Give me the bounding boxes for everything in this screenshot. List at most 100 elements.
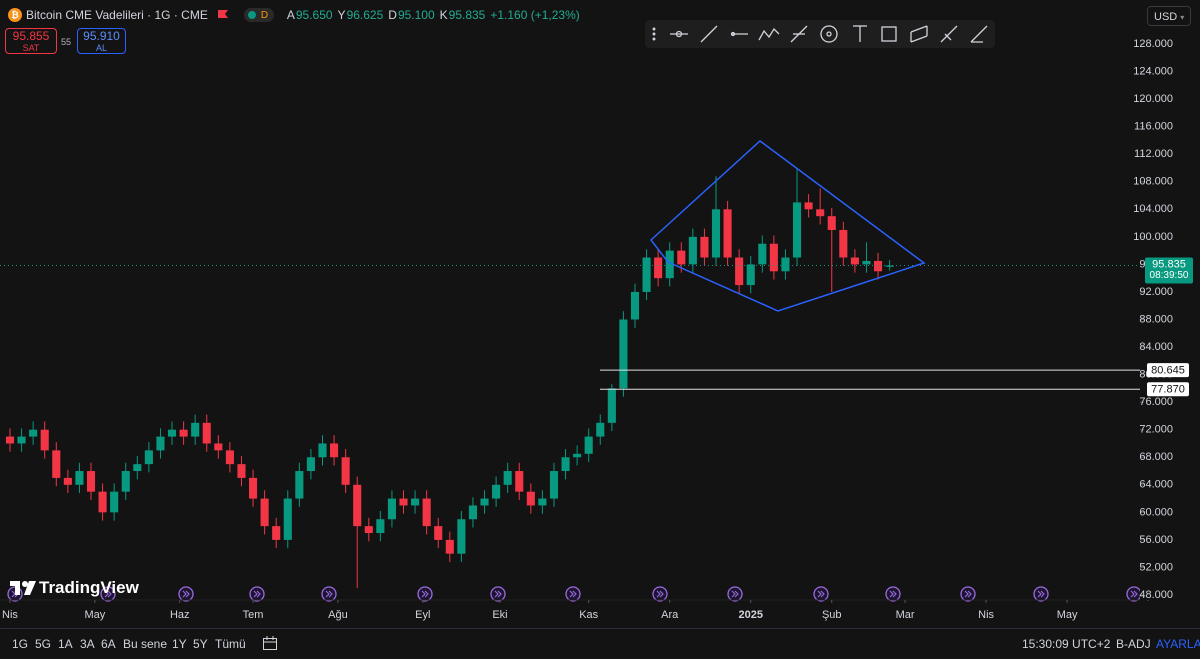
- event-arrow: [104, 590, 112, 598]
- candle-body: [873, 260, 883, 272]
- event-arrow: [1130, 590, 1138, 598]
- candle-body: [492, 484, 501, 499]
- candle-body: [29, 429, 38, 437]
- y-tick-label: 128.000: [1133, 38, 1173, 50]
- range-button[interactable]: Bu sene: [123, 637, 168, 651]
- candle-body: [248, 477, 258, 499]
- buy-button[interactable]: 95.910 AL: [77, 28, 126, 54]
- candle-body: [723, 209, 732, 258]
- brand-logo[interactable]: TradingView: [10, 578, 139, 598]
- candle-body: [468, 505, 478, 520]
- candle-body: [225, 450, 234, 465]
- candle-body: [850, 257, 859, 265]
- range-button[interactable]: 1G: [12, 637, 29, 651]
- candle-body: [607, 388, 616, 423]
- flag-icon[interactable]: [216, 9, 230, 21]
- y-tick-label: 100.000: [1133, 231, 1173, 243]
- event-arrow: [889, 590, 897, 598]
- candle-body: [885, 265, 894, 267]
- candle-body: [677, 250, 686, 265]
- settings-button[interactable]: AYARLA: [1156, 637, 1200, 651]
- candle-body: [306, 457, 315, 472]
- toolbar-icons: [652, 25, 988, 43]
- y-tick-label: 60.000: [1139, 506, 1173, 518]
- clock[interactable]: 15:30:09 UTC+2: [1022, 637, 1111, 651]
- price-line-tag: [1147, 363, 1189, 378]
- candle-body: [110, 491, 119, 513]
- symbol-title[interactable]: Bitcoin CME Vadelileri · 1G · CME: [26, 8, 208, 22]
- tool-channel[interactable]: [910, 25, 928, 43]
- tool-eraser[interactable]: [970, 25, 988, 43]
- range-button[interactable]: 3A: [80, 637, 95, 651]
- currency-label: USD: [1154, 11, 1178, 23]
- ohlc-key: K: [439, 8, 448, 22]
- sell-price: 95.855: [12, 29, 50, 43]
- ohlc-key: A: [286, 8, 295, 22]
- x-tick-label: May: [84, 609, 105, 621]
- tool-circle[interactable]: [820, 25, 838, 43]
- candle-body: [376, 519, 385, 534]
- currency-select[interactable]: USD ▾: [1147, 6, 1191, 26]
- sell-button[interactable]: 95.855 SAT: [5, 28, 57, 54]
- tool-rect[interactable]: [881, 26, 897, 42]
- candle-body: [792, 202, 802, 258]
- candle-body: [688, 236, 697, 265]
- ohlc-value: 95.100: [397, 8, 435, 22]
- event-arrow: [494, 590, 502, 598]
- y-tick-label: 104.000: [1133, 203, 1173, 215]
- range-button[interactable]: 5G: [35, 637, 52, 651]
- btc-icon: ₿: [8, 8, 22, 22]
- candle-body: [665, 250, 674, 279]
- tool-fib[interactable]: [790, 25, 808, 43]
- adjust-toggle[interactable]: B-ADJ: [1116, 637, 1151, 651]
- axes: 48.000 52.000 56.000 60.000 64.000 68.000 72.0…: [2, 38, 1200, 628]
- candle-body: [839, 229, 848, 258]
- range-button[interactable]: 6A: [101, 637, 116, 651]
- tool-path[interactable]: [758, 27, 780, 41]
- price-line-label: 77.870: [1151, 384, 1185, 396]
- candle-body: [40, 429, 49, 451]
- countdown-label: 08:39:50: [1150, 270, 1189, 281]
- y-tick-label: 88.000: [1139, 313, 1173, 325]
- range-button[interactable]: 1A: [58, 637, 73, 651]
- ohlc-key: D: [388, 8, 397, 22]
- y-tick-label: 68.000: [1139, 451, 1173, 463]
- tool-trendline[interactable]: [700, 25, 718, 43]
- x-tick-label: Haz: [170, 609, 190, 621]
- price-axis-corner: [1140, 601, 1200, 628]
- range-button[interactable]: 1Y: [172, 637, 187, 651]
- tool-brush[interactable]: [940, 25, 958, 43]
- candle-body: [5, 436, 15, 444]
- tool-hline[interactable]: [730, 31, 748, 37]
- range-button[interactable]: 5Y: [193, 637, 208, 651]
- candle-body: [769, 243, 778, 272]
- x-tick-label: Ara: [661, 609, 679, 621]
- candle-body: [700, 236, 709, 258]
- event-arrow: [253, 590, 261, 598]
- candle-body: [573, 453, 582, 458]
- sell-label: SAT: [22, 43, 40, 53]
- y-tick-label: 52.000: [1139, 561, 1173, 573]
- plot-area: [0, 167, 1142, 602]
- goto-date-icon[interactable]: [262, 635, 278, 651]
- candle-body: [411, 498, 420, 506]
- svg-text:₿: ₿: [11, 10, 18, 20]
- candle-body: [191, 422, 200, 437]
- event-arrow: [1037, 590, 1045, 598]
- y-tick-label: 56.000: [1139, 534, 1173, 546]
- event-arrow: [569, 590, 577, 598]
- tool-text[interactable]: [853, 25, 867, 42]
- event-arrow: [731, 590, 739, 598]
- status-badge[interactable]: [243, 8, 274, 22]
- event-arrow: [656, 590, 664, 598]
- tool-ray[interactable]: [670, 30, 688, 38]
- spread: 55: [61, 37, 72, 47]
- drawing-toolbar: [645, 20, 995, 48]
- x-tick-label: May: [1057, 609, 1078, 621]
- diamond-pattern[interactable]: [649, 140, 926, 312]
- buy-price: 95.910: [83, 29, 120, 43]
- range-button[interactable]: Tümü: [215, 637, 246, 651]
- price-axis[interactable]: [1140, 0, 1200, 628]
- x-tick-label: 2025: [738, 609, 762, 621]
- drag-handle[interactable]: [652, 27, 656, 41]
